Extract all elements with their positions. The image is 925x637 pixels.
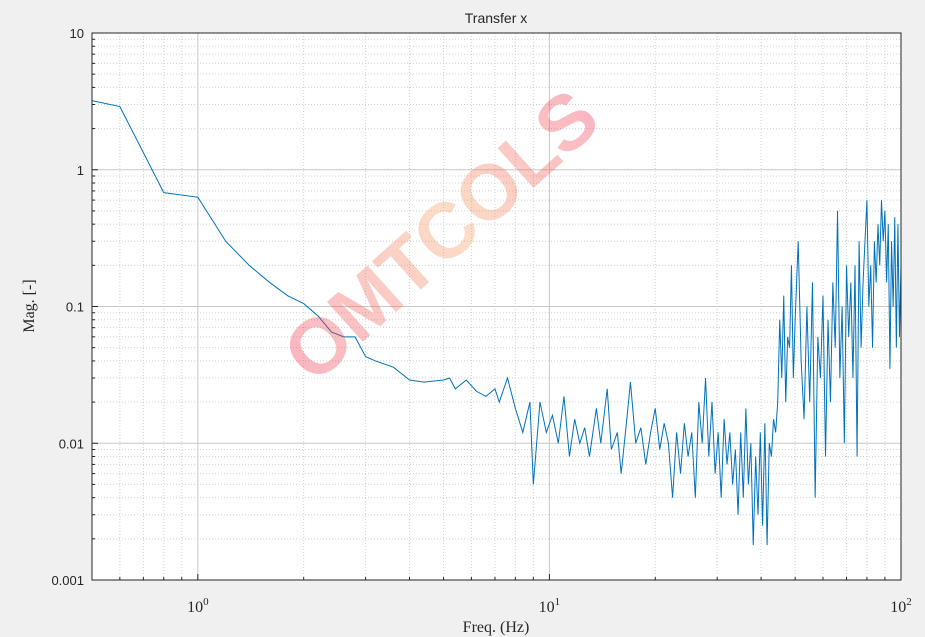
y-tick-label: 0.1 bbox=[66, 300, 84, 315]
chart-title: Transfer x bbox=[465, 10, 528, 26]
x-axis-label: Freq. (Hz) bbox=[463, 619, 530, 636]
axes-box bbox=[91, 32, 902, 581]
lines bbox=[91, 100, 902, 546]
tick-base: 10 bbox=[890, 599, 906, 616]
tick-exponent: 1 bbox=[555, 596, 561, 608]
x-tick-label: 101 bbox=[539, 596, 561, 616]
tick-base: 10 bbox=[187, 599, 203, 616]
y-tick-label: 0.01 bbox=[59, 436, 84, 451]
y-axis-label: Mag. [-] bbox=[21, 279, 38, 332]
x-tick-label: 102 bbox=[890, 596, 912, 616]
y-tick-label: 1 bbox=[77, 163, 84, 178]
y-tick-label: 0.001 bbox=[51, 573, 84, 588]
tick-base: 10 bbox=[539, 599, 555, 616]
y-tick-label: 10 bbox=[70, 26, 84, 41]
x-tick-label: 100 bbox=[187, 596, 209, 616]
tick-exponent: 2 bbox=[906, 596, 912, 608]
data-line bbox=[91, 100, 902, 546]
tick-exponent: 0 bbox=[203, 596, 209, 608]
